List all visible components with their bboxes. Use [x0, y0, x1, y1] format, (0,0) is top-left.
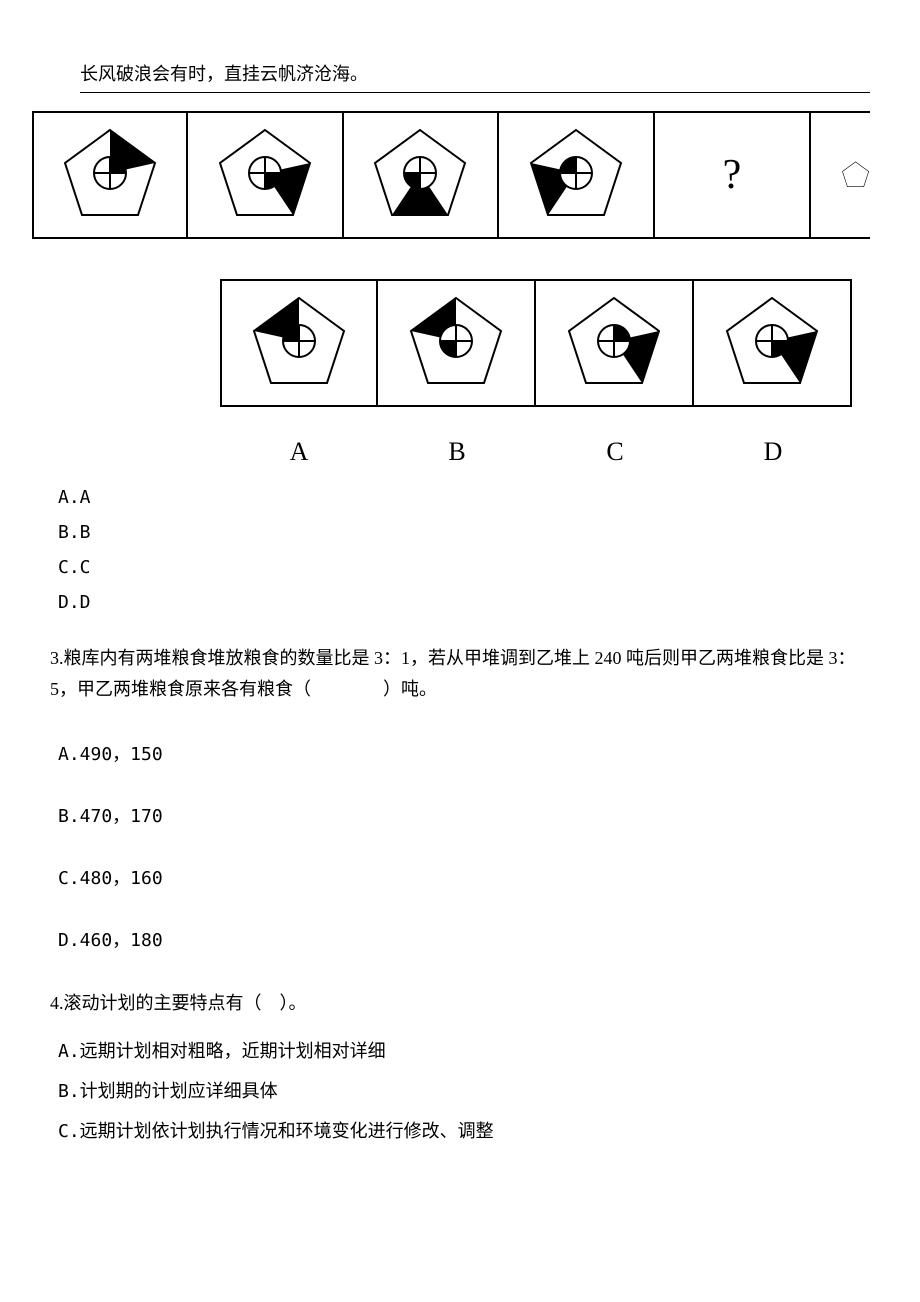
q2-option-a: A.A	[58, 487, 870, 508]
seq-cell-4	[499, 111, 655, 239]
answer-label-a: A	[220, 437, 378, 467]
q2-option-b: B.B	[58, 522, 870, 543]
q4-number: 4.	[50, 993, 64, 1013]
q3-text: 3.粮库内有两堆粮食堆放粮食的数量比是 3：1，若从甲堆调到乙堆上 240 吨后…	[50, 643, 870, 704]
answer-label-d: D	[694, 437, 852, 467]
q4-option-a: A.远期计划相对粗略，近期计划相对详细	[58, 1037, 870, 1063]
ans-cell-c	[536, 279, 694, 407]
seq-cell-3	[344, 111, 500, 239]
q3-number: 3.	[50, 648, 64, 668]
q3-option-a: A.490，150	[58, 740, 870, 766]
ans-cell-d	[694, 279, 852, 407]
page-header: 长风破浪会有时，直挂云帆济沧海。	[80, 60, 870, 93]
sequence-row: ?	[32, 111, 870, 239]
q3-option-c: C.480，160	[58, 864, 870, 890]
ans-cell-b	[378, 279, 536, 407]
q4-text: 4.滚动计划的主要特点有（ ）。	[50, 988, 870, 1019]
answer-row	[220, 279, 870, 407]
seq-cell-2	[188, 111, 344, 239]
q3-option-d: D.460，180	[58, 926, 870, 952]
seq-cell-partial	[811, 111, 870, 239]
q4-option-c: C.远期计划依计划执行情况和环境变化进行修改、调整	[58, 1117, 870, 1143]
q3-body: 粮库内有两堆粮食堆放粮食的数量比是 3：1，若从甲堆调到乙堆上 240 吨后则甲…	[50, 648, 856, 699]
question-mark: ?	[723, 151, 742, 199]
answer-label-c: C	[536, 437, 694, 467]
ans-cell-a	[220, 279, 378, 407]
seq-cell-question: ?	[655, 111, 811, 239]
seq-cell-1	[32, 111, 188, 239]
q3-option-b: B.470，170	[58, 802, 870, 828]
q4-option-b: B.计划期的计划应详细具体	[58, 1077, 870, 1103]
q2-option-d: D.D	[58, 592, 870, 613]
q4-body: 滚动计划的主要特点有（ ）。	[64, 993, 307, 1013]
answer-label-row: A B C D	[220, 437, 870, 467]
answer-label-b: B	[378, 437, 536, 467]
q2-option-c: C.C	[58, 557, 870, 578]
